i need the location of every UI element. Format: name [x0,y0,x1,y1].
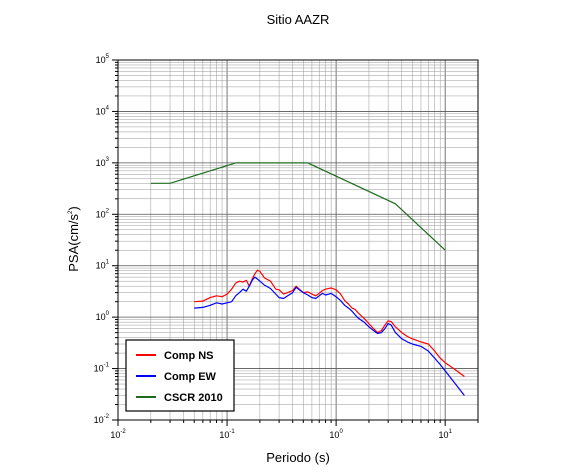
y-tick-label: 102 [96,208,110,219]
y-tick-exp: 5 [106,54,110,60]
y-tick-label: 100 [96,311,110,322]
y-axis-title-main: PSA(cm/s [66,213,81,271]
x-tick-base: 10 [219,430,229,440]
x-tick-exp: 1 [449,429,453,435]
y-tick-base: 10 [94,364,104,374]
x-tick-base: 10 [438,430,448,440]
x-tick-exp: -2 [120,429,126,435]
x-tick-exp: -1 [229,429,235,435]
y-tick-label: 101 [96,260,110,271]
y-axis-title-sup: 2 [68,210,74,214]
y-tick-base: 10 [96,158,106,168]
y-tick-base: 10 [96,209,106,219]
x-tick-label: 100 [329,429,343,440]
y-tick-exp: -1 [104,363,110,369]
x-tick-base: 10 [329,430,339,440]
y-tick-exp: 4 [106,105,110,111]
y-tick-exp: -2 [104,414,110,420]
y-tick-label: 10-2 [94,414,110,425]
y-tick-label: 103 [96,157,110,168]
y-tick-base: 10 [96,55,106,65]
y-tick-base: 10 [94,415,104,425]
x-tick-base: 10 [110,430,120,440]
x-tick-label: 101 [438,429,452,440]
plot-frame [117,59,479,421]
series-group [150,162,465,396]
y-tick-exp: 3 [106,157,110,163]
y-tick-exp: 2 [106,208,110,214]
y-tick-base: 10 [96,312,106,322]
x-tick-label: 10-2 [110,429,126,440]
legend-label-2: CSCR 2010 [164,392,223,404]
x-tick-labels: 10-2 10-1 100 101 [110,429,452,440]
legend: Comp NS Comp EW CSCR 2010 [125,339,235,412]
y-tick-label: 105 [96,54,110,65]
legend-label-0: Comp NS [164,350,214,362]
ticks [112,59,479,426]
x-tick-label: 10-1 [219,429,235,440]
y-axis-title: PSA(cm/s2) [66,206,81,271]
x-axis-title: Periodo (s) [266,450,330,465]
y-tick-base: 10 [96,261,106,271]
series-line-2 [150,162,446,251]
y-tick-exp: 1 [106,260,110,266]
legend-label-1: Comp EW [164,371,217,383]
x-tick-exp: 0 [339,429,343,435]
y-axis-title-close: ) [66,206,81,210]
chart-title: Sitio AAZR [267,12,330,27]
series-line-1 [194,276,465,396]
y-tick-label: 10-1 [94,363,110,374]
y-tick-exp: 0 [106,311,110,317]
y-tick-label: 104 [96,105,110,116]
y-tick-base: 10 [96,106,106,116]
series-line-0 [194,269,465,377]
